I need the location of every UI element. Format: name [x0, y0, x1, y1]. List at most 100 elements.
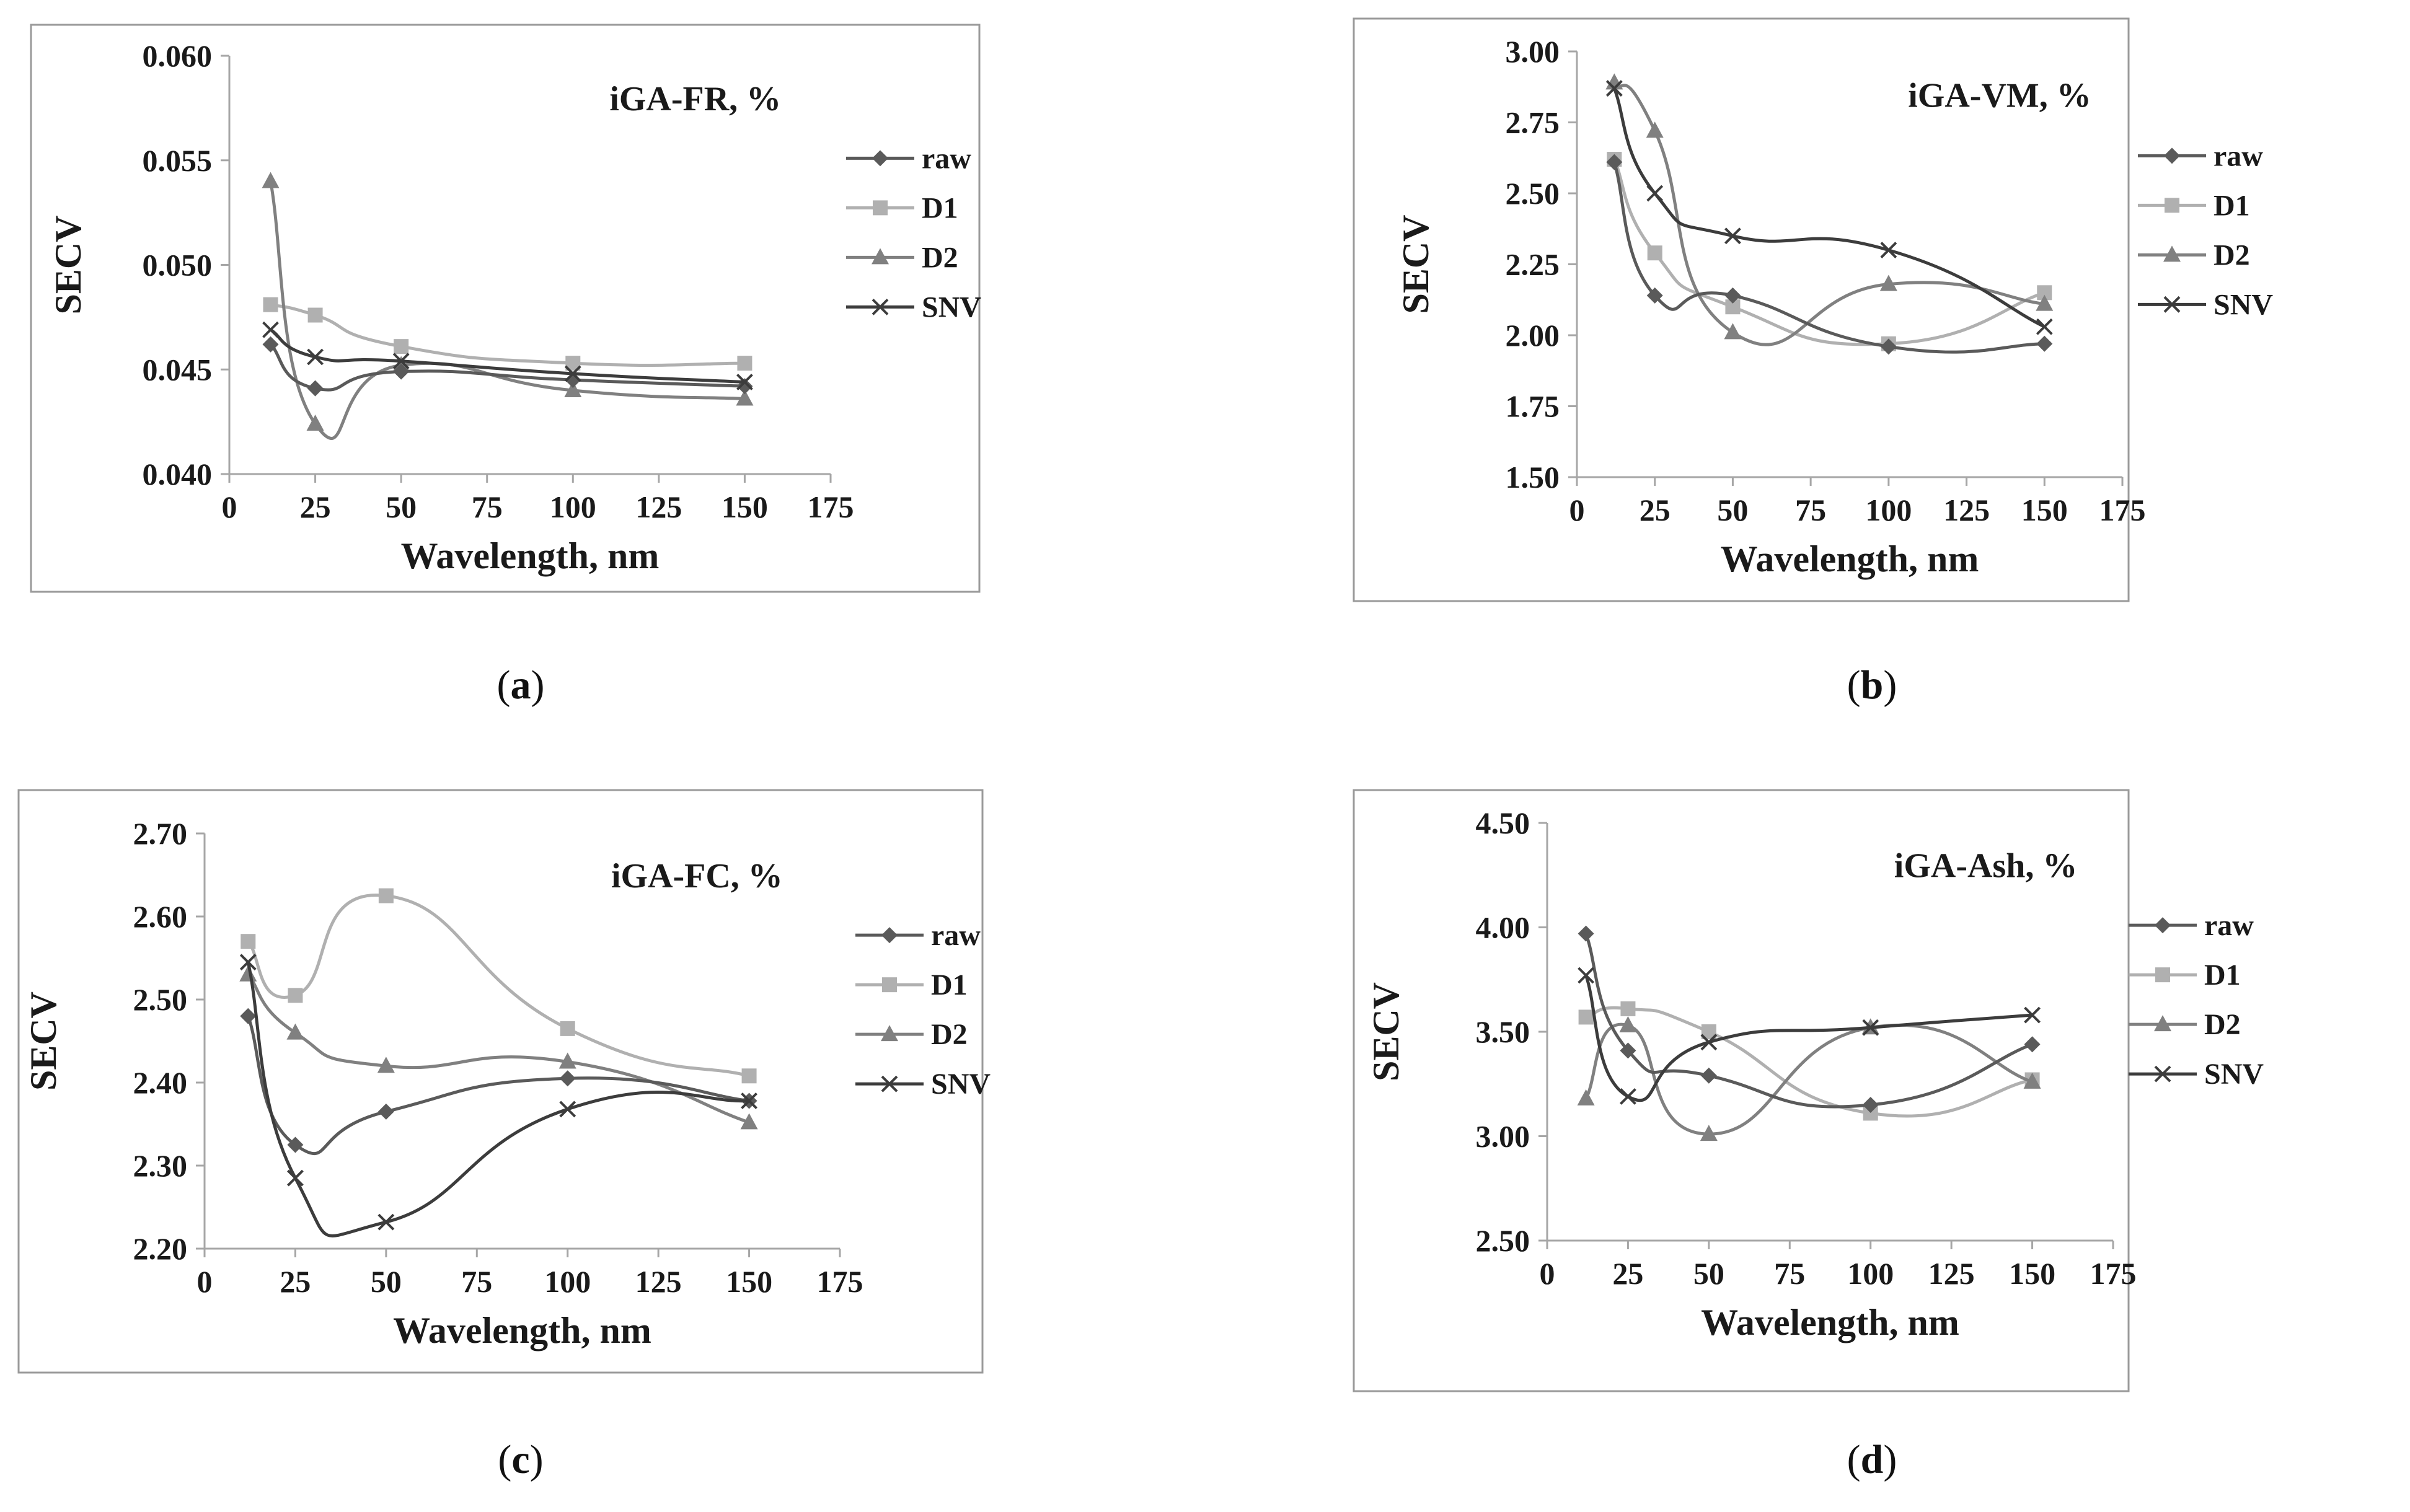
chart-title: iGA-Ash, %: [1894, 847, 2078, 886]
x-tick-label: 150: [726, 1264, 772, 1299]
data-point-snv: [2024, 1006, 2041, 1024]
legend-label: D1: [931, 969, 968, 1001]
x-axis-title: Wavelength, nm: [401, 535, 660, 576]
data-point-d1: [560, 1021, 575, 1036]
legend-label: SNV: [931, 1068, 991, 1101]
legend-label: raw: [2204, 909, 2254, 942]
y-axis-title: SECV: [48, 215, 89, 314]
series-line-d1: [1613, 159, 2046, 346]
data-point-d1: [394, 339, 409, 354]
x-tick-label: 150: [2009, 1256, 2055, 1291]
data-point-d2: [564, 381, 582, 397]
data-point-raw: [2024, 1036, 2041, 1053]
legend-marker: [2154, 1065, 2171, 1083]
data-point-d1: [263, 297, 278, 312]
x-axis-title: Wavelength, nm: [393, 1310, 651, 1351]
chart-title: iGA-VM, %: [1908, 76, 2091, 115]
legend-label: D2: [931, 1018, 968, 1051]
panel-c: 2.20 2.30 2.40 2.50 2.60 2.70 0 25 50 75 100 125 150…: [0, 756, 1205, 1512]
chart-d: 2.50 3.00 3.50 4.00 4.50 0 25 50 75 100 125 150 175 W…: [1353, 789, 2264, 1392]
data-point-raw: [2036, 335, 2053, 352]
series-line-d1: [247, 894, 750, 1078]
legend-item-raw: raw: [855, 919, 981, 952]
legend-item-snv: SNV: [846, 291, 981, 323]
data-point-snv: [262, 321, 279, 338]
data-point-d2: [1619, 1016, 1637, 1032]
x-tick-label: 75: [461, 1264, 492, 1299]
y-tick-label: 0.050: [143, 248, 213, 283]
x-tick-label: 0: [1540, 1256, 1555, 1291]
data-point-snv: [307, 348, 324, 366]
chart-a: 0.040 0.045 0.050 0.055 0.060 0 25 50 75 100 125 15…: [30, 24, 981, 593]
legend-item-d1: D1: [846, 191, 958, 224]
y-tick-label: 0.055: [143, 143, 213, 178]
data-point-d2: [1577, 1089, 1595, 1105]
x-tick-label: 125: [635, 490, 682, 524]
y-tick-label: 3.00: [1506, 34, 1560, 69]
legend-marker: [873, 200, 888, 216]
panel-d: 2.50 3.00 3.50 4.00 4.50 0 25 50 75 100 125 150 175 W…: [1205, 756, 2410, 1512]
x-tick-label: 50: [1717, 493, 1748, 527]
legend-marker: [872, 298, 889, 315]
data-point-d1: [1578, 1009, 1594, 1025]
data-point-snv: [1620, 1088, 1636, 1105]
legend-item-d1: D1: [2129, 959, 2241, 991]
y-tick-label: 1.50: [1506, 460, 1560, 494]
y-tick-label: 2.70: [133, 816, 188, 851]
legend-marker: [2155, 967, 2170, 983]
legend-marker: [872, 150, 888, 167]
y-axis-title: SECV: [23, 991, 64, 1091]
data-point-snv: [2036, 318, 2053, 335]
data-point-d2: [377, 1057, 395, 1073]
legend-marker: [881, 1075, 898, 1092]
legend-marker: [881, 927, 898, 944]
x-tick-label: 150: [722, 490, 768, 524]
legend-marker: [2165, 198, 2179, 213]
legend-label: SNV: [2214, 288, 2273, 321]
legend-marker: [2155, 917, 2171, 934]
x-tick-label: 75: [1795, 493, 1826, 527]
legend-item-d1: D1: [855, 969, 968, 1001]
data-point-d1: [1647, 245, 1662, 261]
data-point-raw: [565, 372, 581, 389]
x-tick-label: 100: [1847, 1256, 1894, 1291]
x-tick-label: 50: [386, 490, 417, 524]
x-tick-label: 50: [1693, 1256, 1724, 1291]
data-point-raw: [1724, 287, 1741, 304]
y-tick-label: 0.045: [143, 352, 213, 387]
y-tick-label: 2.75: [1506, 105, 1560, 140]
legend-item-d1: D1: [2138, 189, 2250, 222]
series-line-snv: [270, 328, 745, 384]
y-tick-label: 1.75: [1506, 389, 1560, 424]
data-point-snv: [1578, 967, 1595, 984]
y-tick-label: 2.30: [133, 1148, 188, 1183]
data-point-snv: [1700, 1034, 1718, 1051]
y-axis-title: SECV: [1395, 214, 1436, 314]
data-point-raw: [1862, 1096, 1879, 1113]
x-tick-label: 175: [2090, 1256, 2137, 1291]
legend-item-d2: D2: [846, 241, 958, 274]
chart-frame: [17, 789, 984, 1374]
y-tick-label: 2.50: [1476, 1223, 1530, 1258]
series-line-raw: [1584, 933, 2033, 1109]
chart-frame: [30, 24, 981, 593]
legend-label: D1: [2204, 959, 2241, 991]
data-point-d2: [2023, 1072, 2041, 1089]
legend-item-d2: D2: [2138, 239, 2250, 271]
data-point-snv: [736, 374, 753, 390]
legend-marker: [882, 977, 897, 993]
data-point-d1: [741, 1068, 757, 1084]
data-point-d2: [736, 389, 754, 406]
data-point-snv: [741, 1092, 757, 1109]
x-tick-label: 75: [1774, 1256, 1805, 1291]
caption-a: (a): [497, 662, 545, 708]
data-point-snv: [239, 954, 257, 971]
y-tick-label: 0.040: [143, 457, 213, 491]
x-tick-label: 75: [472, 490, 503, 524]
data-point-raw: [307, 380, 324, 397]
legend-label: D2: [2204, 1008, 2241, 1041]
y-tick-label: 2.40: [133, 1065, 188, 1100]
legend-item-snv: SNV: [855, 1068, 991, 1101]
data-point-d1: [737, 356, 753, 371]
legend-label: SNV: [2204, 1058, 2264, 1091]
